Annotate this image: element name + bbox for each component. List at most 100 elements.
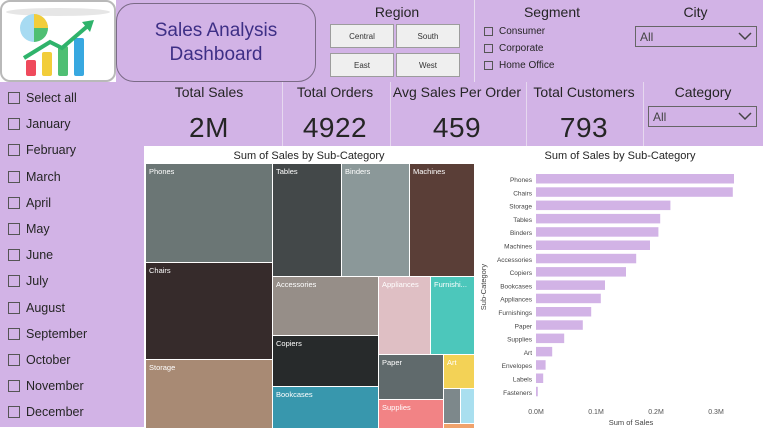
checkbox-icon[interactable]: [8, 170, 20, 183]
checkbox-icon[interactable]: [8, 380, 20, 393]
bar-appliances[interactable]: [536, 293, 601, 304]
month-label: March: [26, 169, 61, 184]
bar-supplies[interactable]: [536, 333, 565, 344]
treemap-tile-binders[interactable]: Binders: [342, 164, 409, 276]
month-item-december[interactable]: December: [8, 405, 84, 419]
month-item-february[interactable]: February: [8, 143, 76, 157]
region-button-south[interactable]: South: [396, 24, 460, 48]
checkbox-icon[interactable]: [8, 275, 20, 288]
checkbox-icon[interactable]: [8, 327, 20, 340]
treemap-tile-copiers[interactable]: Copiers: [273, 336, 378, 386]
bar-storage[interactable]: [536, 200, 671, 211]
bar-machines[interactable]: [536, 240, 650, 251]
checkbox-icon[interactable]: [8, 354, 20, 366]
treemap-tile-label: Phones: [149, 167, 175, 176]
checkbox-icon[interactable]: [484, 27, 493, 36]
region-button-east[interactable]: East: [330, 53, 394, 77]
month-label: September: [26, 326, 88, 341]
month-item-july[interactable]: July: [8, 274, 48, 288]
treemap-chart: Phones Tables Binders Machines Chairs Accesso…: [146, 164, 474, 428]
treemap-tile-label: Copiers: [276, 339, 302, 348]
bar-furnishings[interactable]: [536, 307, 592, 317]
bar-labels[interactable]: [536, 373, 544, 384]
bar-tables[interactable]: [536, 213, 661, 224]
segment-slicer: Segment Consumer Corporate Home Office: [476, 0, 628, 82]
treemap-tile-label: Paper: [382, 358, 403, 367]
month-item-september[interactable]: September: [8, 327, 87, 341]
bar-paper[interactable]: [536, 320, 583, 330]
bar-art[interactable]: [536, 346, 553, 357]
checkbox-icon[interactable]: [8, 223, 20, 235]
kpi-avg-sales-label: Avg Sales Per Order: [392, 84, 522, 100]
bar-envelopes[interactable]: [536, 360, 546, 370]
checkbox-icon[interactable]: [484, 61, 493, 70]
region-button-west[interactable]: West: [396, 53, 460, 77]
kpi-divider: [390, 82, 391, 146]
month-item-november[interactable]: November: [8, 379, 84, 393]
month-item-october[interactable]: October: [8, 353, 70, 367]
treemap-tile-paper[interactable]: Paper: [379, 355, 443, 399]
treemap-tile-chairs[interactable]: Chairs: [146, 263, 272, 359]
month-label: October: [26, 353, 71, 367]
treemap-tile-machines[interactable]: Machines: [410, 164, 474, 276]
treemap-tile-storage[interactable]: Storage: [146, 360, 272, 428]
bar-chart-title: Sum of Sales by Sub-Category: [544, 150, 696, 162]
bar-copiers[interactable]: [536, 267, 626, 277]
treemap-tile-phones[interactable]: Phones: [146, 164, 272, 262]
treemap-tile-label: Storage: [149, 363, 176, 372]
bar-category-label: Accessories: [497, 257, 533, 264]
bar-bookcases[interactable]: [536, 280, 605, 290]
month-item-march[interactable]: March: [8, 170, 61, 184]
treemap-tile[interactable]: [461, 389, 474, 423]
treemap-tile-label: Chairs: [149, 266, 171, 275]
treemap-tile[interactable]: [444, 389, 460, 423]
region-button-central[interactable]: Central: [330, 24, 394, 48]
month-item-august[interactable]: August: [8, 301, 65, 315]
treemap-tile-accessories[interactable]: Accessories: [273, 277, 378, 335]
segment-item-home-office[interactable]: Home Office: [484, 60, 554, 71]
checkbox-icon[interactable]: [484, 44, 493, 53]
treemap-title: Sum of Sales by Sub-Category: [233, 150, 385, 162]
segment-item-consumer[interactable]: Consumer: [484, 26, 545, 37]
treemap-tile-tables[interactable]: Tables: [273, 164, 341, 276]
x-tick-label: 0.2M: [648, 409, 664, 416]
bar-category-label: Labels: [513, 377, 533, 384]
treemap-tile-appliances[interactable]: Appliances: [379, 277, 430, 354]
title-line-1: Sales Analysis: [154, 19, 278, 41]
y-axis-label: Sub-Category: [479, 264, 488, 311]
treemap-tile[interactable]: [444, 424, 474, 428]
bar-category-label: Bookcases: [500, 283, 533, 290]
bar-phones[interactable]: [536, 174, 734, 184]
segment-item-corporate[interactable]: Corporate: [484, 43, 543, 54]
month-label: November: [26, 379, 84, 394]
checkbox-icon[interactable]: [8, 196, 20, 209]
checkbox-icon[interactable]: [8, 406, 20, 419]
kpi-divider: [282, 82, 283, 146]
checkbox-icon[interactable]: [8, 249, 20, 262]
treemap-tile-supplies[interactable]: Supplies: [379, 400, 443, 428]
bar-accessories[interactable]: [536, 253, 637, 264]
bar-fasteners[interactable]: [536, 386, 538, 397]
treemap-tile-art[interactable]: Art: [444, 355, 474, 388]
bar-category-label: Chairs: [513, 190, 533, 197]
month-item-april[interactable]: April: [8, 196, 51, 210]
city-dropdown[interactable]: All: [635, 26, 757, 47]
month-label: December: [26, 405, 84, 420]
bar-binders[interactable]: [536, 227, 659, 237]
checkbox-icon[interactable]: [8, 301, 20, 314]
month-item-june[interactable]: June: [8, 248, 53, 262]
bar-category-label: Art: [524, 350, 533, 357]
checkbox-icon[interactable]: [8, 118, 20, 131]
bar-category-label: Storage: [509, 204, 532, 211]
treemap-tile-bookcases[interactable]: Bookcases: [273, 387, 378, 428]
checkbox-icon[interactable]: [8, 92, 20, 104]
segment-label: Corporate: [499, 43, 544, 54]
month-item-january[interactable]: January: [8, 117, 70, 131]
checkbox-icon[interactable]: [8, 144, 20, 157]
kpi-divider: [643, 82, 644, 146]
category-dropdown[interactable]: All: [648, 106, 757, 127]
month-item-may[interactable]: May: [8, 222, 50, 236]
treemap-tile-furnishi[interactable]: Furnishi...: [431, 277, 474, 354]
bar-chairs[interactable]: [536, 187, 733, 197]
month-item-select-all[interactable]: Select all: [8, 91, 77, 105]
